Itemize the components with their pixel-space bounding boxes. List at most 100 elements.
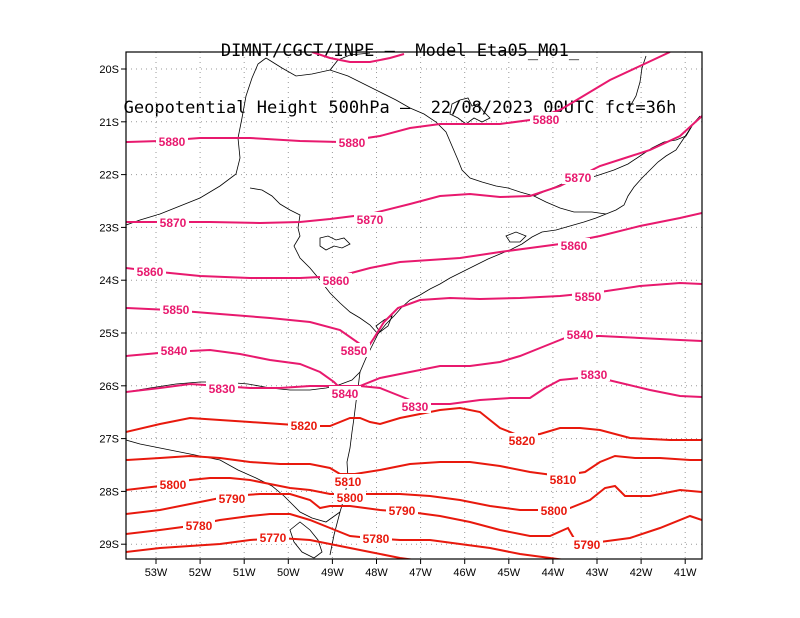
contour-label-bg [399,399,431,413]
contour-label-bg [156,134,188,148]
map-frame [125,51,703,560]
contour-label: 5860 [137,265,164,279]
contour-label-bg [158,343,190,357]
contour-label: 5810 [335,475,362,489]
contour-label: 5880 [159,135,186,149]
contour-label: 5790 [219,492,246,506]
y-tick-label: 27S [99,434,119,446]
contour-label: 5780 [186,519,213,533]
state-border-sc-rs [126,439,341,523]
y-tick-label: 29S [99,539,119,551]
contour-label: 5850 [341,344,368,358]
contour-label-bg [506,433,538,447]
contour-label-bg [334,490,366,504]
contour-label-bg [538,503,570,517]
contour-label: 5850 [163,303,190,317]
contour-label-bg [336,135,368,149]
contour-label-bg [134,264,166,278]
x-tick-label: 46W [453,567,476,579]
x-tick-label: 44W [542,567,565,579]
y-axis: 20S 21S 22S 23S 24S 25S 26S 27S 28S 29S [99,64,126,551]
x-tick-label: 49W [321,567,344,579]
coastline-and-borders [126,52,701,559]
x-tick-label: 41W [674,567,697,579]
contour-label-bg [386,503,418,517]
contour-5800 [126,477,702,511]
contour-lines [126,52,702,559]
contour-label-bg [571,537,603,551]
contour-5810 [126,454,702,478]
contour-label: 5770 [260,531,287,545]
state-border-ms [126,57,267,226]
contour-label: 5820 [509,434,536,448]
contour-label-bg [547,472,579,486]
x-tick-label: 52W [189,567,212,579]
contour-label-bg [562,170,594,184]
contour-label: 5830 [402,400,429,414]
contour-label-bg [360,531,392,545]
contour-label: 5860 [323,274,350,288]
y-tick-label: 26S [99,381,119,393]
contour-label-bg [338,343,370,357]
contour-label: 5800 [337,491,364,505]
contour-label: 5800 [160,478,187,492]
contour-label: 5830 [581,368,608,382]
x-tick-label: 50W [277,567,300,579]
y-tick-label: 25S [99,328,119,340]
reservoir-furnas [449,97,491,125]
contour-label-bg [572,289,604,303]
x-tick-label: 42W [630,567,653,579]
contour-label-bg [216,491,248,505]
x-tick-label: 45W [497,567,520,579]
contour-label: 5800 [541,504,568,518]
contour-5850 [126,281,702,352]
x-tick-label: 43W [586,567,609,579]
contour-label-bg [320,273,352,287]
x-tick-label: 48W [365,567,388,579]
y-tick-label: 28S [99,486,119,498]
x-axis: 53W 52W 51W 50W 49W 48W 47W 46W 45W 44W 43W 42W 41W [145,559,697,579]
title-line-1: DIMNT/CGCT/INPE – Model Eta05_M01_ [220,41,580,61]
contour-label-bg [183,518,215,532]
contour-label: 5850 [575,290,602,304]
y-tick-label: 24S [99,275,119,287]
contour-5870 [126,115,702,225]
contour-label-bg [332,474,364,488]
contour-label: 5790 [389,504,416,518]
contour-label-bg [160,302,192,316]
contour-label-bg [564,327,596,341]
contour-5880-a [311,52,405,63]
contour-labels: 5880 5880 5880 5870 5870 5870 5860 5860 5860 5850… [134,112,610,552]
contour-label: 5860 [561,239,588,253]
contour-label: 5830 [209,382,236,396]
contour-label: 5840 [332,387,359,401]
contour-label: 5870 [160,216,187,230]
contour-label-bg [329,386,361,400]
contour-5860 [126,212,702,279]
contour-label: 5840 [567,328,594,342]
x-tick-label: 51W [233,567,256,579]
y-tick-label: 22S [99,170,119,182]
atlantic-coastline [329,115,701,556]
contour-label-bg [206,381,238,395]
contour-label-bg [157,215,189,229]
state-border-mg-sp [265,57,607,215]
contour-label: 5790 [574,538,601,552]
contour-label: 5810 [550,473,577,487]
contour-label: 5820 [291,419,318,433]
x-tick-label: 53W [145,567,168,579]
contour-label-bg [558,238,590,252]
lagoa-dos-patos [289,521,323,559]
x-tick-label: 47W [409,567,432,579]
y-tick-label: 21S [99,117,119,129]
y-tick-label: 20S [99,64,119,76]
contour-label: 5880 [533,113,560,127]
y-tick-label: 23S [99,222,119,234]
contour-label: 5780 [363,532,390,546]
state-border-north [329,52,371,71]
contour-label: 5880 [339,136,366,150]
reservoir-inland [319,235,351,251]
contour-label-bg [157,477,189,491]
contour-label-bg [354,212,386,226]
